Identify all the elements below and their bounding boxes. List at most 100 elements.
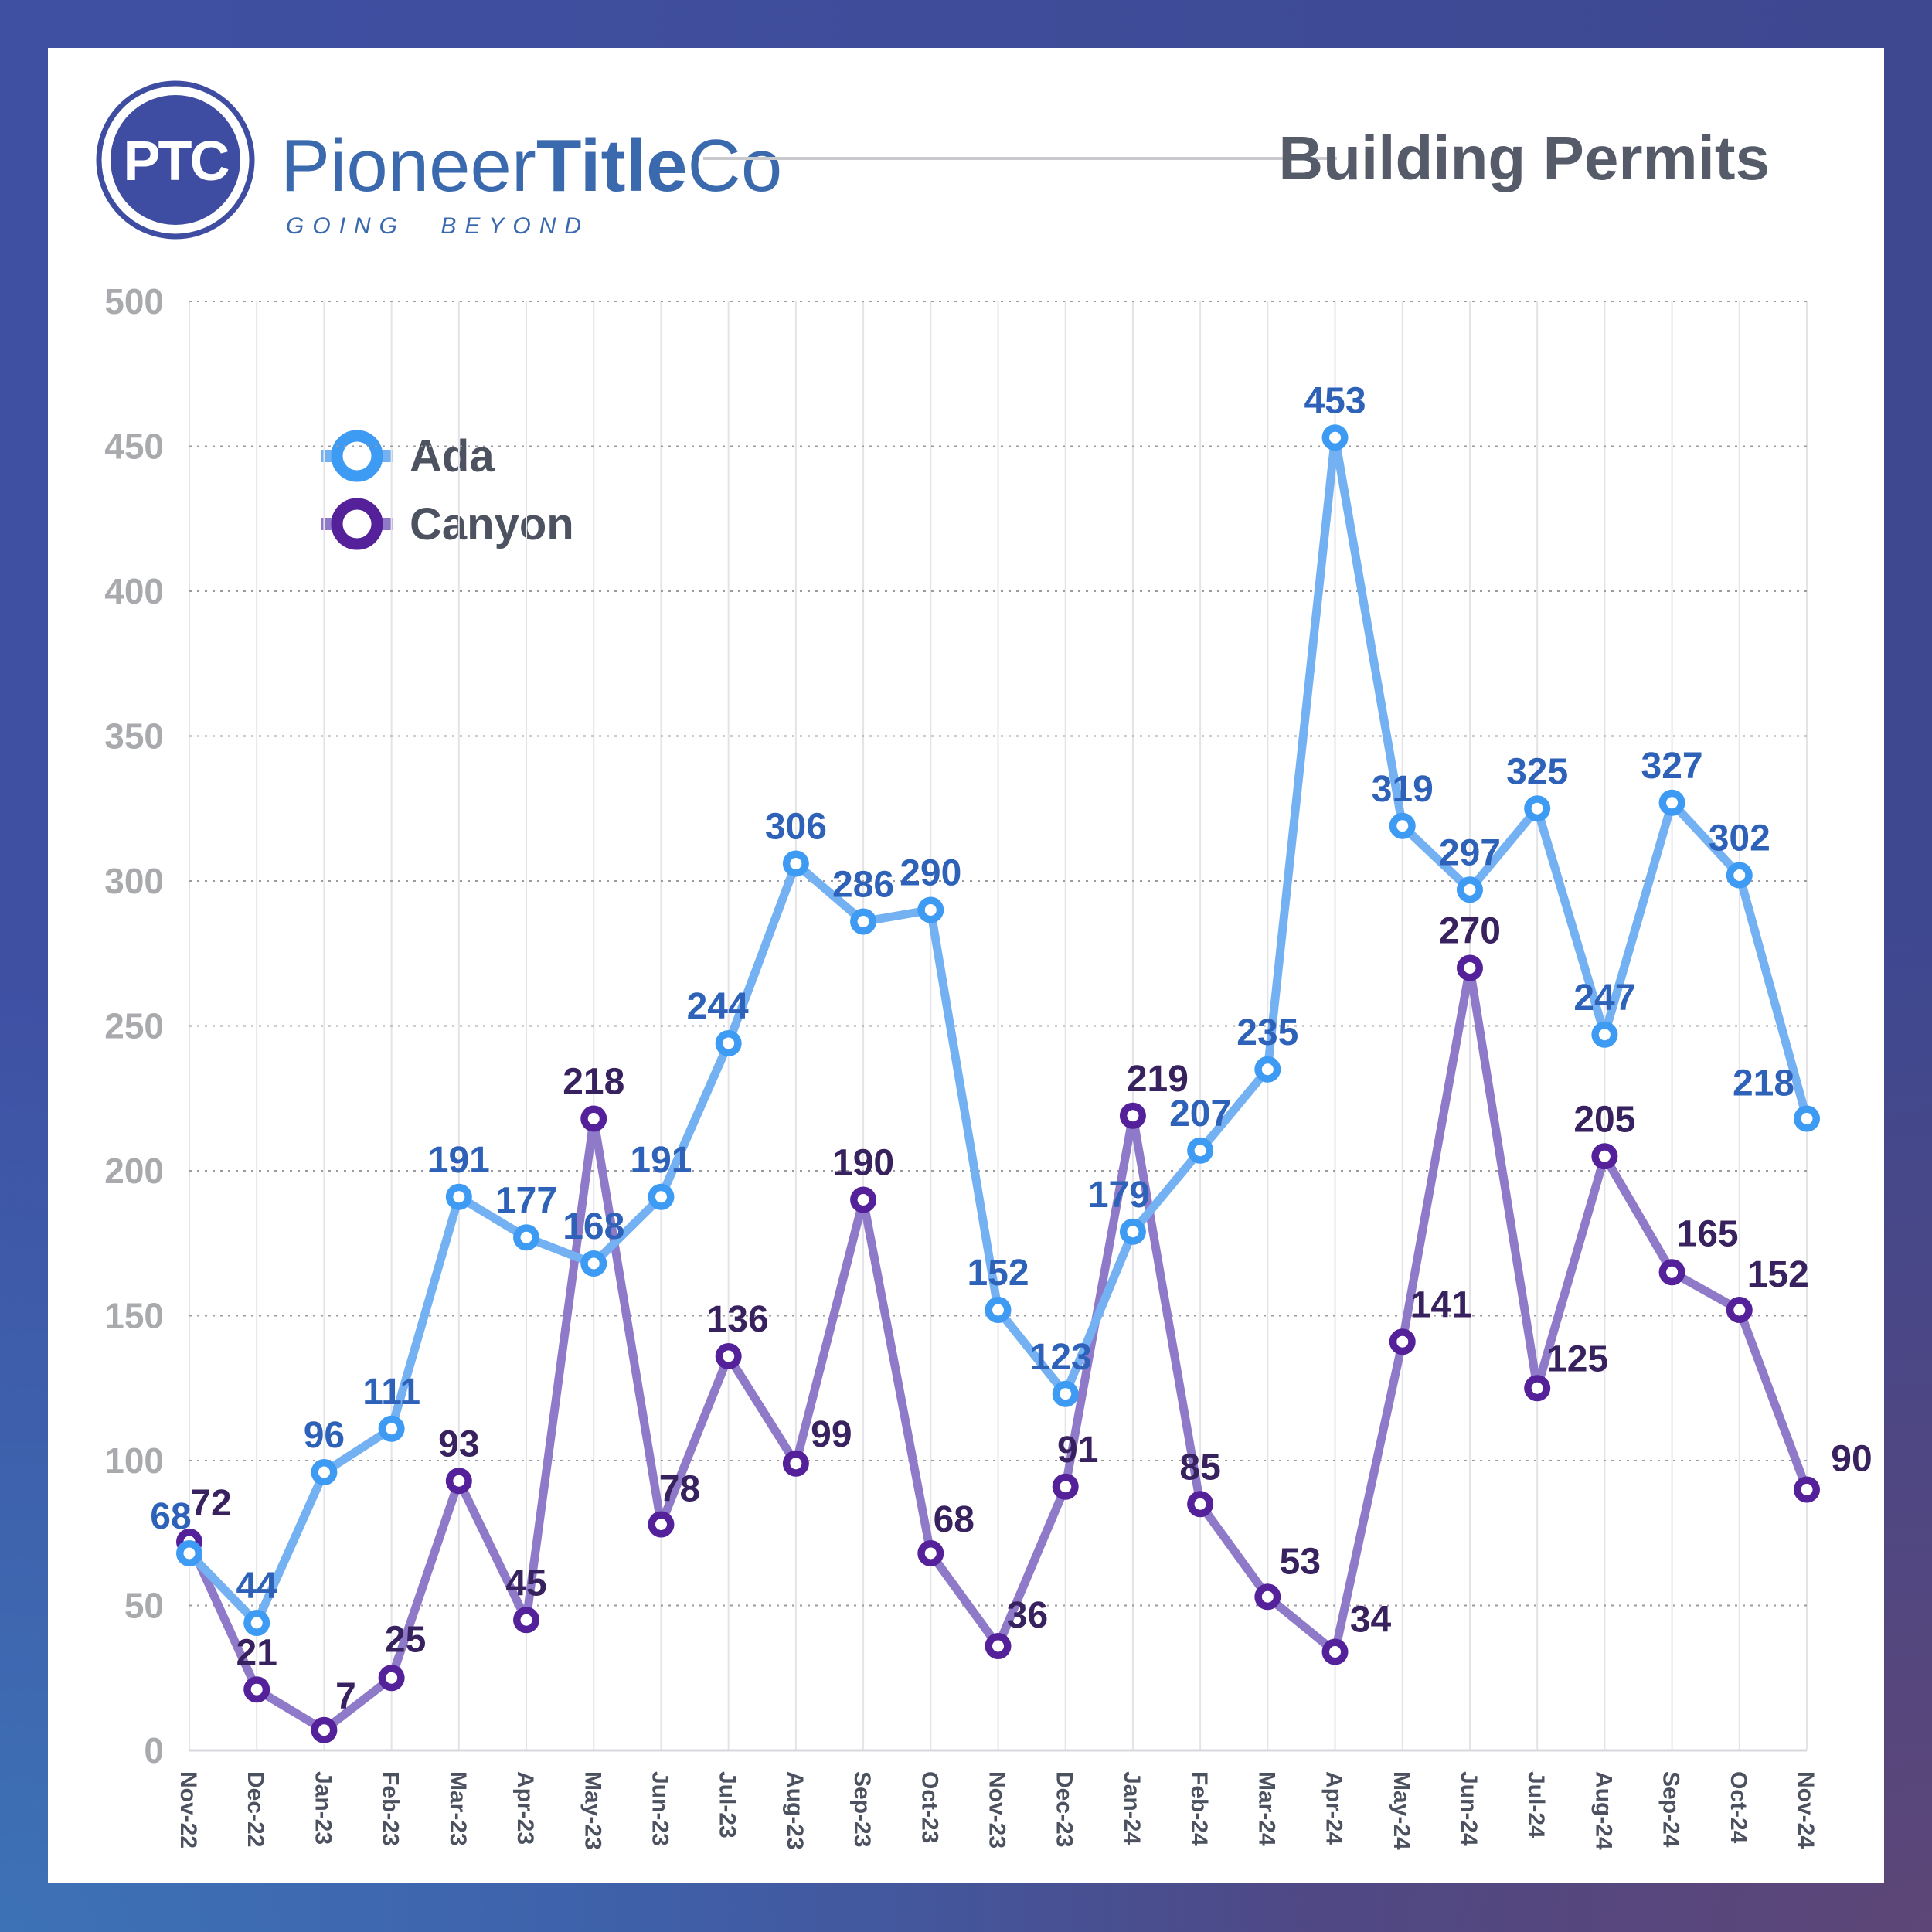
data-point-marker-hole [1598, 1029, 1611, 1041]
data-point-marker-hole [1464, 883, 1476, 896]
data-point-marker-hole [1666, 1266, 1679, 1278]
data-point-label: 125 [1546, 1338, 1608, 1379]
data-point-marker-hole [1329, 431, 1342, 444]
data-point-marker-hole [318, 1724, 330, 1736]
legend-item-canyon: Canyon [321, 498, 574, 550]
data-point-marker-hole [1666, 797, 1679, 809]
y-axis-tick-label: 400 [104, 571, 164, 611]
data-point-marker-hole [386, 1672, 398, 1684]
data-point-label: 177 [495, 1180, 557, 1221]
x-axis-tick-label: Feb-24 [1186, 1771, 1212, 1846]
data-point-label: 136 [707, 1299, 769, 1340]
card-background [48, 48, 1884, 1883]
data-point-label: 68 [934, 1499, 975, 1540]
x-axis-tick-label: Nov-23 [985, 1771, 1010, 1849]
x-axis-tick-label: Dec-23 [1052, 1771, 1077, 1847]
data-point-marker-hole [520, 1614, 532, 1626]
y-axis-tick-label: 100 [104, 1440, 164, 1481]
y-axis-tick-label: 150 [104, 1296, 164, 1336]
x-axis-tick-label: May-24 [1389, 1771, 1414, 1850]
legend-marker-ada-icon [331, 430, 383, 482]
data-point-label: 168 [563, 1206, 624, 1247]
data-point-marker-hole [453, 1475, 465, 1487]
x-axis-tick-label: Nov-24 [1793, 1771, 1818, 1849]
brand-tagline: GOING BEYOND [286, 213, 590, 239]
x-axis-tick-label: Apr-23 [512, 1771, 538, 1845]
data-point-label: 319 [1372, 769, 1434, 810]
data-point-label: 453 [1304, 380, 1366, 421]
y-axis-tick-label: 350 [104, 716, 164, 757]
x-axis-tick-label: Feb-23 [378, 1771, 403, 1846]
data-point-label: 152 [1747, 1254, 1809, 1295]
data-point-label: 85 [1179, 1447, 1220, 1488]
x-axis-tick-label: Aug-24 [1590, 1771, 1616, 1850]
x-axis-tick-label: Sep-24 [1658, 1771, 1684, 1848]
x-axis-tick-label: Mar-23 [445, 1771, 471, 1846]
data-point-label: 53 [1280, 1541, 1321, 1582]
data-point-marker-hole [1127, 1110, 1139, 1122]
data-point-label: 68 [150, 1496, 191, 1537]
plot-area: 0 50 100 150 200 250 300 350 400 450 500 Nov-22 Dec-… [104, 281, 1872, 1850]
data-point-label: 111 [362, 1372, 420, 1413]
data-point-marker-hole [520, 1231, 532, 1243]
company-logo: PTC [96, 80, 255, 240]
x-axis-tick-label: Jan-24 [1119, 1771, 1145, 1845]
y-axis-tick-label: 300 [104, 861, 164, 901]
data-point-label: 45 [505, 1563, 546, 1604]
data-point-label: 218 [563, 1062, 624, 1103]
data-point-marker-hole [587, 1113, 600, 1124]
data-point-marker-hole [1531, 1382, 1543, 1394]
data-point-marker-hole [250, 1617, 263, 1629]
x-axis-tick-label: Jun-23 [647, 1771, 672, 1846]
data-point-label: 123 [1030, 1337, 1092, 1378]
data-point-label: 327 [1641, 746, 1703, 787]
data-point-label: 141 [1410, 1284, 1472, 1325]
data-point-marker-hole [1396, 820, 1409, 832]
data-point-label: 302 [1709, 818, 1770, 859]
data-point-marker-hole [924, 1547, 937, 1560]
y-axis-tick-label: 250 [104, 1006, 164, 1046]
data-point-label: 36 [1007, 1595, 1048, 1636]
data-point-label: 247 [1573, 978, 1635, 1019]
y-axis-tick-label: 500 [104, 281, 164, 321]
data-point-marker-hole [1127, 1226, 1139, 1238]
data-point-marker-hole [655, 1519, 667, 1530]
data-point-label: 218 [1733, 1063, 1794, 1104]
data-point-marker-hole [1801, 1484, 1813, 1495]
data-point-marker-hole [723, 1037, 735, 1049]
data-point-marker-hole [1060, 1388, 1072, 1400]
data-point-label: 90 [1831, 1439, 1872, 1480]
data-point-marker-hole [992, 1640, 1004, 1652]
data-point-label: 207 [1169, 1094, 1231, 1134]
data-point-label: 93 [438, 1423, 479, 1464]
data-point-label: 270 [1439, 911, 1501, 952]
data-point-label: 179 [1088, 1175, 1150, 1216]
data-point-marker-hole [183, 1547, 196, 1560]
legend-marker-canyon-icon [331, 498, 383, 550]
data-point-marker-hole [386, 1423, 398, 1435]
data-point-marker-hole [924, 904, 937, 916]
data-point-label: 306 [765, 807, 827, 848]
header: PTC PioneerTitleCo GOING BEYOND Building… [96, 80, 1770, 240]
data-point-marker-hole [1733, 1304, 1746, 1316]
logo-monogram: PTC [124, 131, 230, 192]
data-point-label: 219 [1127, 1059, 1189, 1100]
logo-disc-icon [111, 95, 240, 225]
data-point-label: 99 [811, 1414, 852, 1455]
data-point-label: 286 [832, 865, 894, 906]
x-axis-tick-label: Jan-23 [310, 1771, 335, 1845]
data-point-marker-hole [790, 1458, 802, 1470]
x-axis-tick-label: Mar-24 [1253, 1771, 1279, 1846]
x-axis-tick-label: Jun-24 [1456, 1771, 1481, 1846]
data-point-marker-hole [587, 1257, 600, 1270]
x-axis-tick-label: Dec-22 [243, 1771, 268, 1847]
data-point-label: 34 [1350, 1600, 1392, 1641]
data-point-label: 91 [1057, 1430, 1098, 1471]
data-point-label: 191 [630, 1140, 692, 1181]
data-point-marker-hole [250, 1683, 263, 1696]
data-point-label: 244 [687, 986, 749, 1027]
page-title: Building Permits [1278, 124, 1770, 192]
data-point-label: 44 [236, 1566, 278, 1607]
data-point-marker-hole [1060, 1481, 1072, 1493]
y-axis-tick-label: 50 [124, 1586, 164, 1626]
